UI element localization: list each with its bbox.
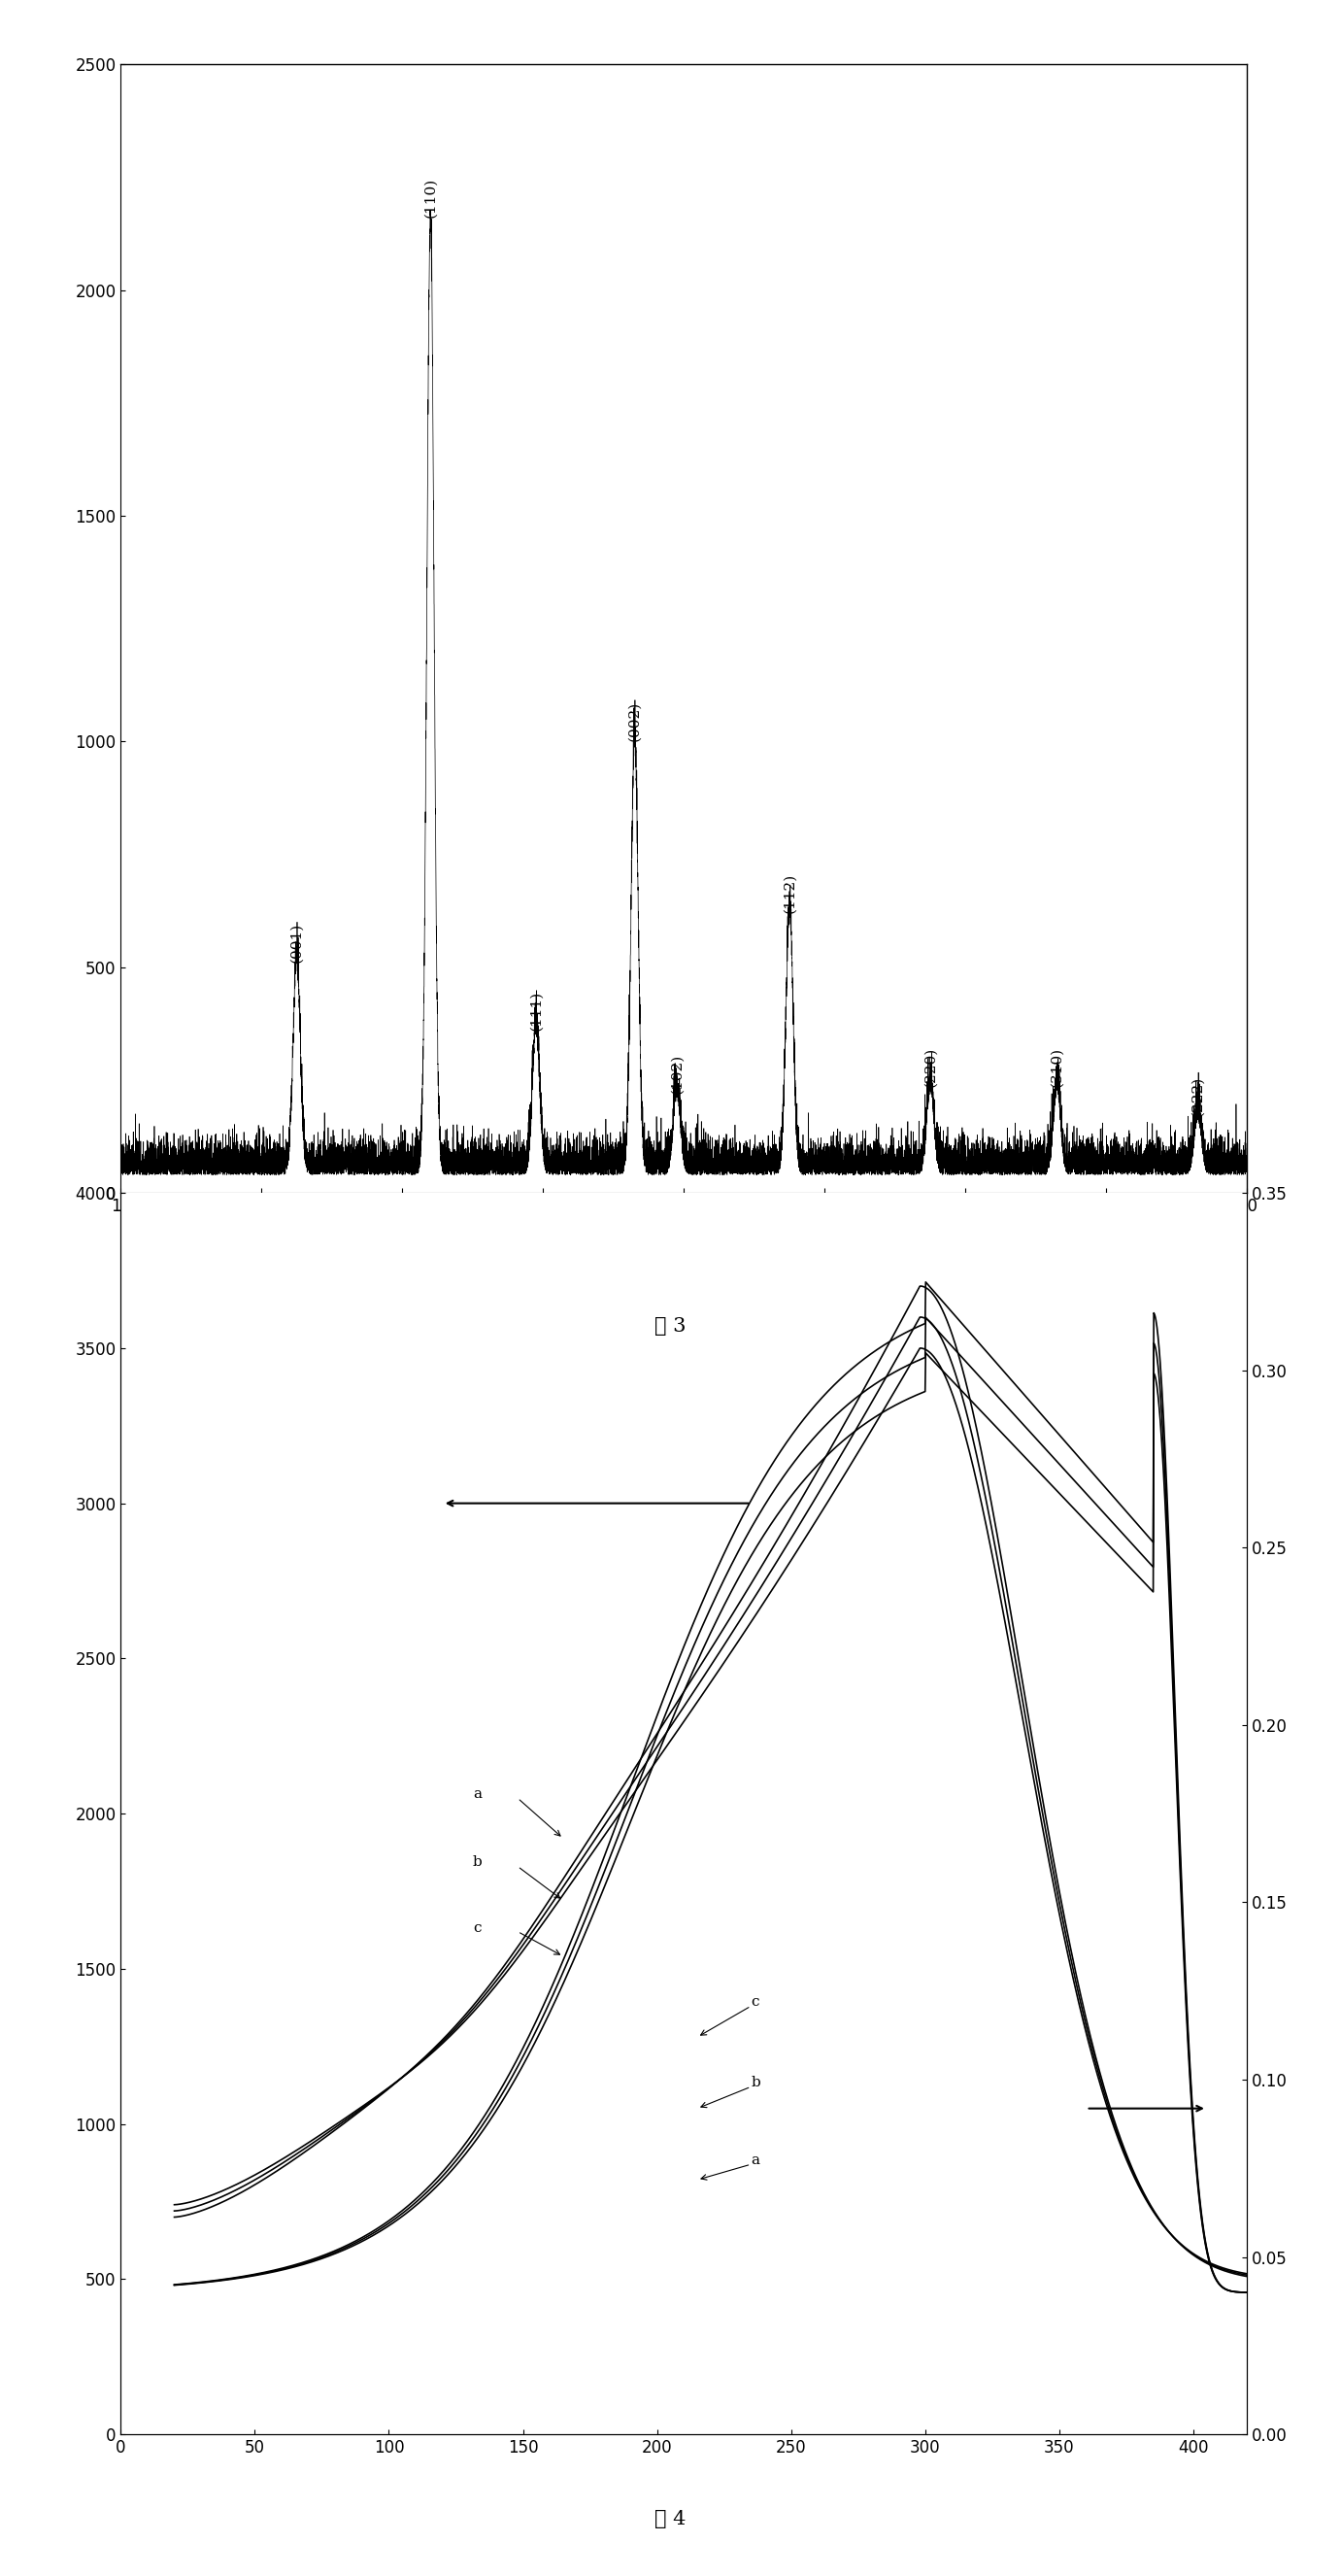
Text: (310): (310) [1050,1046,1063,1087]
Text: b: b [751,2076,760,2089]
Text: (111): (111) [530,989,543,1030]
Text: (001): (001) [290,922,303,963]
Text: c: c [473,1922,481,1935]
Text: (112): (112) [783,873,797,912]
Text: (222): (222) [1191,1077,1204,1115]
Text: a: a [473,1788,481,1801]
Text: 图 3: 图 3 [654,1316,687,1337]
Text: b: b [472,1855,483,1870]
Text: (102): (102) [670,1054,684,1095]
Text: a: a [751,2154,760,2166]
Text: (110): (110) [424,178,437,219]
Text: (002): (002) [628,701,641,742]
Text: (220): (220) [924,1046,937,1087]
Text: 图 4: 图 4 [654,2509,687,2530]
Text: c: c [751,1996,759,2009]
